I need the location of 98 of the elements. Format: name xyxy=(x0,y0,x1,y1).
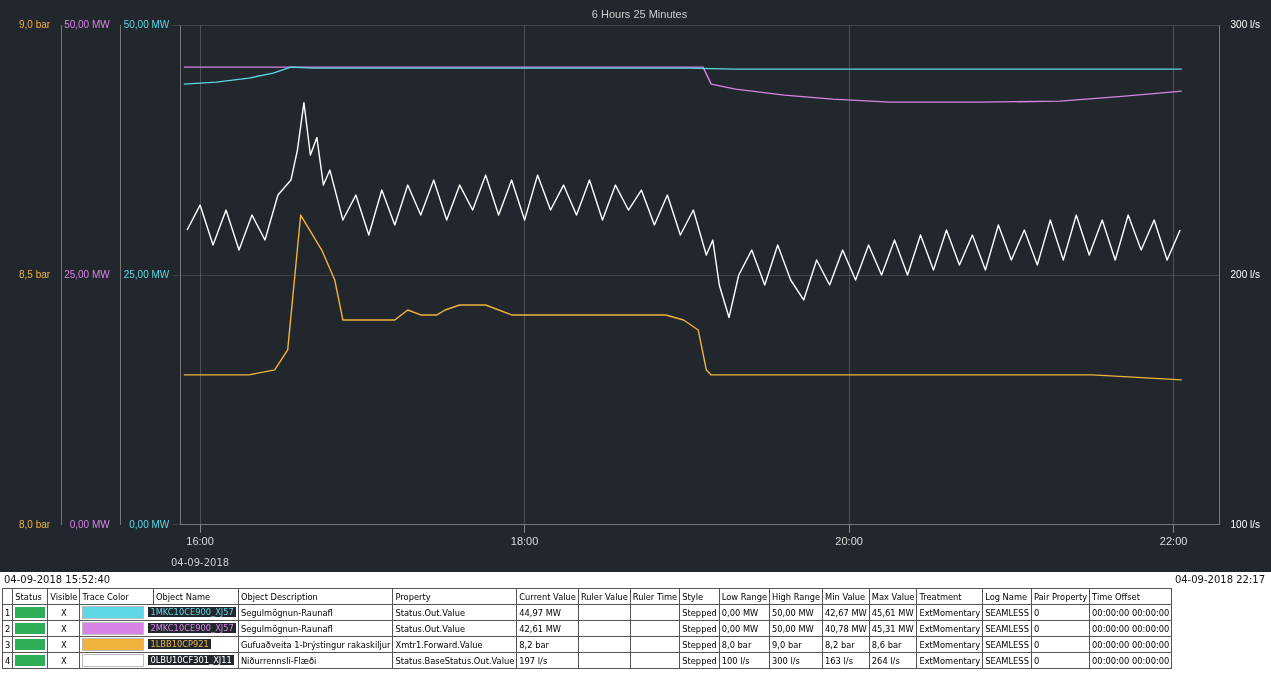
text: Current Value xyxy=(516,588,579,605)
text: Segulmögnun-Raunafl xyxy=(238,620,393,637)
text: 3 xyxy=(2,636,13,653)
text: 0 xyxy=(1031,652,1090,669)
text: 45,61 MW xyxy=(869,604,917,621)
text: ExtMomentary xyxy=(916,604,983,621)
text: 8,2 bar xyxy=(516,636,579,653)
text: 1MKC10CE900_XJ57 xyxy=(148,607,236,617)
text: Niðurrennsli-Flæði xyxy=(238,652,393,669)
text: 50,00 MW xyxy=(769,604,823,621)
x-tick-label: 16:00 xyxy=(186,535,214,548)
text: X xyxy=(47,636,80,653)
text: 1 xyxy=(2,604,13,621)
y-tick-label: 50,00 MW xyxy=(64,18,111,30)
text: Ruler Time xyxy=(630,588,680,605)
text: SEAMLESS xyxy=(982,620,1032,637)
text: 8,2 bar xyxy=(822,636,870,653)
text: Gufuaðveita 1-Þrýstingur rakaskiljur xyxy=(238,636,393,653)
text: Object Name xyxy=(153,588,239,605)
x-tick-label: 20:00 xyxy=(835,535,863,548)
text: 00:00:00 00:00:00 xyxy=(1089,652,1172,669)
y2-tick-label: 8,0 bar xyxy=(18,518,51,530)
text: 264 l/s xyxy=(869,652,917,669)
text: X xyxy=(47,652,80,669)
x-tick-label: 18:00 xyxy=(510,535,539,548)
text: 42,61 MW xyxy=(516,620,579,637)
text: Segulmögnun-Raunafl xyxy=(238,604,393,621)
text: Ruler Value xyxy=(578,588,631,605)
text: SEAMLESS xyxy=(982,636,1032,653)
text: 45,31 MW xyxy=(869,620,917,637)
text: 0 xyxy=(1031,604,1090,621)
text: 1LBB10CP921 xyxy=(148,639,211,649)
text: 00:00:00 00:00:00 xyxy=(1089,620,1172,637)
text: 300 l/s xyxy=(769,652,823,669)
text: High Range xyxy=(769,588,823,605)
y2-tick-label: 8,5 bar xyxy=(18,268,51,280)
text: 0 xyxy=(1031,620,1090,637)
text: 40,78 MW xyxy=(822,620,870,637)
text: Stepped xyxy=(679,604,720,621)
y3-tick-label: 100 l/s xyxy=(1230,518,1261,530)
text: Object Description xyxy=(238,588,393,605)
text: 4 xyxy=(2,652,13,669)
text: Visible xyxy=(47,588,80,605)
text: 04-09-2018 15:52:40 xyxy=(4,574,111,585)
text: ExtMomentary xyxy=(916,620,983,637)
y3-tick-label: 200 l/s xyxy=(1230,268,1261,280)
text: Min Value xyxy=(822,588,870,605)
text: ExtMomentary xyxy=(916,652,983,669)
text: X xyxy=(47,604,80,621)
text: Max Value xyxy=(869,588,917,605)
text: SEAMLESS xyxy=(982,604,1032,621)
text: 50,00 MW xyxy=(123,18,170,30)
text: 100 l/s xyxy=(719,652,770,669)
text: X xyxy=(47,620,80,637)
text: Treatment xyxy=(916,588,983,605)
text: Log Name xyxy=(982,588,1032,605)
y3-tick-label: 300 l/s xyxy=(1230,18,1261,30)
text: Stepped xyxy=(679,620,720,637)
text: 04-09-2018 xyxy=(171,557,230,568)
chart-title: 6 Hours 25 Minutes xyxy=(591,7,688,20)
text: Status.Out.Value xyxy=(392,604,517,621)
y2-tick-label: 9,0 bar xyxy=(18,18,51,30)
text: Low Range xyxy=(719,588,770,605)
text: 163 l/s xyxy=(822,652,870,669)
text: 25,00 MW xyxy=(123,268,170,280)
text: 0,00 MW xyxy=(129,518,170,530)
text: 9,0 bar xyxy=(769,636,823,653)
text: Status.Out.Value xyxy=(392,620,517,637)
text: 0LBU10CF301_XJ11 xyxy=(148,655,234,665)
text: 8,6 bar xyxy=(869,636,917,653)
y-tick-label: 0,00 MW xyxy=(69,518,111,530)
text: 00:00:00 00:00:00 xyxy=(1089,604,1172,621)
text: Status.BaseStatus.Out.Value xyxy=(392,652,517,669)
text: Trace Color xyxy=(79,588,154,605)
text: Style xyxy=(679,588,720,605)
text: Status xyxy=(12,588,48,605)
text: 2MKC10CE900_XJ57 xyxy=(148,623,236,633)
y-tick-label: 25,00 MW xyxy=(64,268,111,280)
text: 00:00:00 00:00:00 xyxy=(1089,636,1172,653)
text: ExtMomentary xyxy=(916,636,983,653)
text: 0,00 MW xyxy=(719,620,770,637)
text: 197 l/s xyxy=(516,652,579,669)
text: 42,67 MW xyxy=(822,604,870,621)
text: Stepped xyxy=(679,636,720,653)
text: Xmtr1.Forward.Value xyxy=(392,636,517,653)
text: 0,00 MW xyxy=(719,604,770,621)
text: 0 xyxy=(1031,636,1090,653)
text: SEAMLESS xyxy=(982,652,1032,669)
text: Property xyxy=(392,588,517,605)
text: 8,0 bar xyxy=(719,636,770,653)
text: Stepped xyxy=(679,652,720,669)
text: 44,97 MW xyxy=(516,604,579,621)
text: Pair Property xyxy=(1031,588,1090,605)
text: Time Offset xyxy=(1089,588,1172,605)
text: 2 xyxy=(2,620,13,637)
text: 04-09-2018 22:17 xyxy=(1174,574,1265,585)
x-tick-label: 22:00 xyxy=(1159,535,1188,548)
text: 50,00 MW xyxy=(769,620,823,637)
